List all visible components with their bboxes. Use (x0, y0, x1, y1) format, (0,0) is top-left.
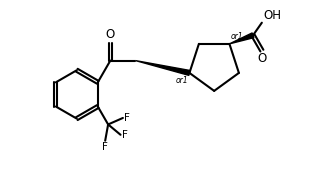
Polygon shape (230, 33, 254, 44)
Text: OH: OH (263, 8, 281, 22)
Polygon shape (136, 61, 190, 75)
Text: F: F (122, 130, 128, 140)
Text: O: O (106, 28, 115, 41)
Text: or1: or1 (175, 76, 188, 86)
Text: F: F (124, 113, 130, 123)
Text: or1: or1 (231, 32, 243, 41)
Text: F: F (102, 142, 108, 152)
Text: O: O (257, 52, 267, 65)
